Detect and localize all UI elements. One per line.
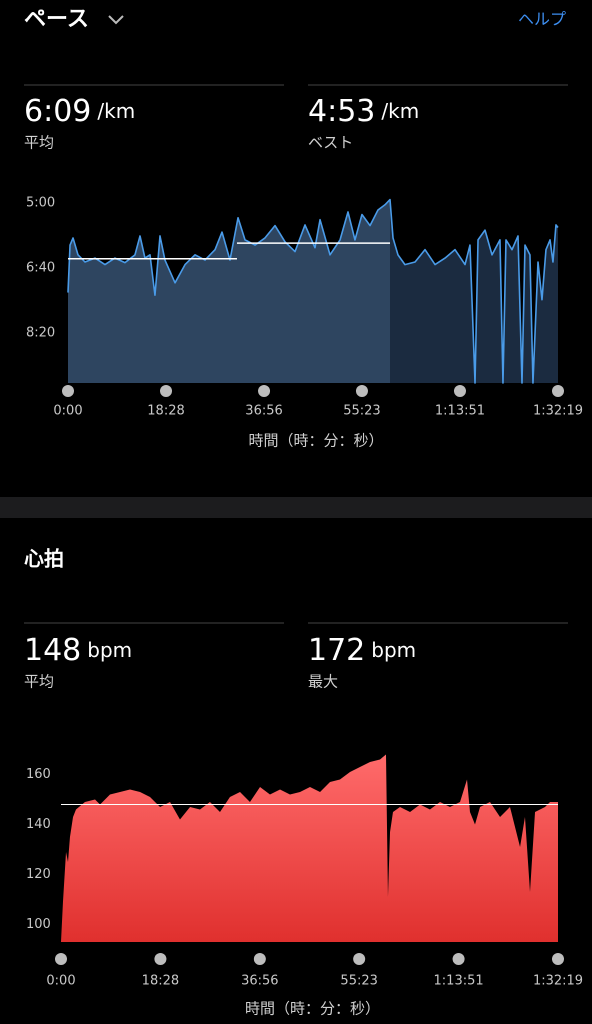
x-tick-dot	[253, 953, 266, 965]
x-axis-label: 時間（時：分：秒）	[248, 432, 383, 450]
dropdown-chevron[interactable]	[108, 15, 124, 25]
stat-label: 最大	[308, 673, 338, 691]
y-tick-label: 5:00	[26, 195, 55, 210]
x-tick-dot	[452, 953, 465, 965]
section-title: 心拍	[24, 547, 64, 571]
section-separator	[0, 497, 592, 518]
stat: 6:09/km	[24, 94, 135, 129]
line	[67, 198, 559, 384]
x-tick-label: 0:00	[53, 404, 82, 419]
x-tick-label: 1:32:19	[533, 974, 583, 989]
x-tick-label: 55:23	[343, 404, 380, 419]
x-tick-dot	[453, 385, 466, 397]
stat-label: 平均	[24, 134, 54, 152]
x-tick-dot	[154, 953, 167, 965]
x-tick-dot	[62, 385, 74, 397]
x-tick-label: 1:13:51	[435, 404, 485, 419]
x-tick-label: 18:28	[142, 974, 179, 989]
x-axis-label: 時間（時：分：秒）	[245, 1000, 380, 1018]
x-tick-dot	[353, 953, 366, 965]
x-tick-dot	[258, 385, 271, 397]
x-tick-label: 55:23	[340, 974, 377, 989]
x-tick-label: 1:13:51	[434, 974, 484, 989]
stat: 4:53/km	[308, 94, 419, 129]
x-tick-label: 36:56	[241, 974, 278, 989]
stat: 172 bpm	[308, 633, 416, 668]
stat: 148 bpm	[24, 633, 132, 668]
x-tick-label: 1:32:19	[533, 404, 583, 419]
area	[68, 199, 558, 383]
x-tick-label: 0:00	[46, 974, 75, 989]
x-tick-label: 18:28	[147, 404, 184, 419]
y-tick-label: 120	[26, 867, 51, 882]
x-tick-dot	[355, 385, 368, 397]
y-tick-label: 8:20	[26, 325, 55, 340]
x-tick-label: 36:56	[245, 404, 282, 419]
x-tick-dot	[552, 953, 564, 965]
y-tick-label: 140	[26, 817, 51, 832]
section-title[interactable]: ペース	[24, 7, 89, 32]
y-tick-label: 160	[26, 767, 51, 782]
x-tick-dot	[55, 953, 67, 965]
y-tick-label: 100	[26, 917, 51, 932]
x-tick-dot	[160, 385, 173, 397]
stat-label: 平均	[24, 673, 54, 691]
x-tick-dot	[552, 385, 564, 397]
stat-label: ベスト	[308, 134, 353, 152]
help-link[interactable]: ヘルプ	[518, 10, 566, 29]
area	[61, 754, 558, 942]
y-tick-label: 6:40	[26, 260, 55, 275]
